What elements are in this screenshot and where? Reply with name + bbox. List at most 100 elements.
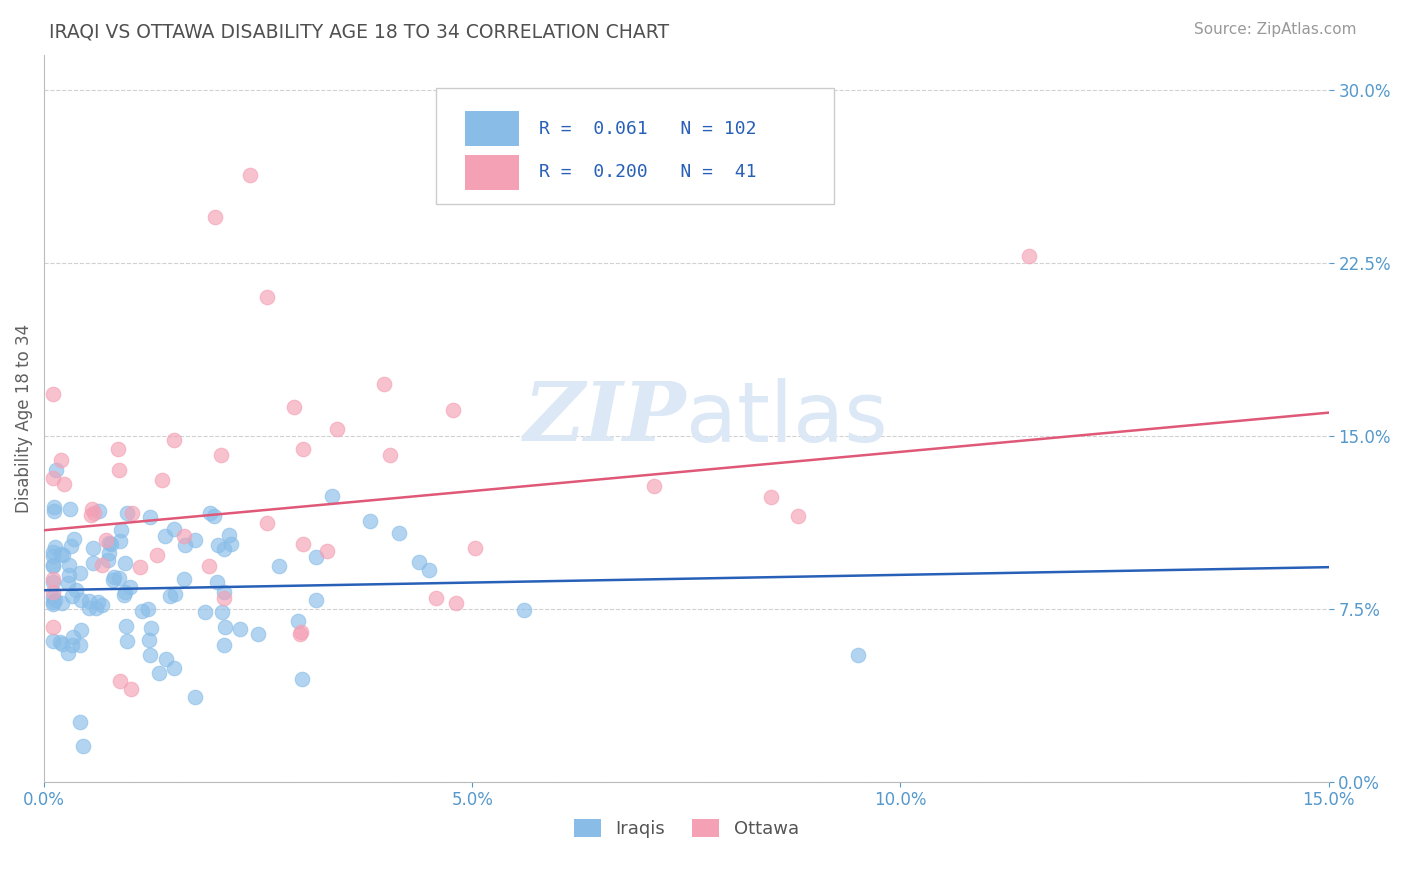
Point — [110, 534, 132, 549]
Point — [60, 589, 83, 603]
Point — [82, 557, 104, 571]
Point — [56, 576, 79, 591]
Point — [163, 433, 186, 447]
Point — [163, 522, 186, 536]
Point — [325, 422, 347, 436]
Point — [69, 715, 91, 730]
Point — [114, 585, 136, 599]
Point — [359, 514, 381, 528]
Point — [41, 590, 63, 604]
Point — [107, 442, 129, 456]
Point — [112, 589, 135, 603]
Point — [80, 508, 103, 522]
Point — [69, 566, 91, 580]
Point — [52, 549, 75, 563]
Point — [786, 509, 808, 524]
Point — [115, 633, 138, 648]
Point — [118, 580, 141, 594]
Point — [69, 624, 91, 638]
Point — [42, 585, 65, 599]
Point — [759, 491, 782, 505]
Point — [138, 648, 160, 663]
Point — [65, 582, 87, 597]
Point — [60, 638, 83, 652]
Point — [98, 536, 121, 550]
Point — [115, 619, 138, 633]
Point — [214, 584, 236, 599]
Text: R =  0.061   N = 102: R = 0.061 N = 102 — [538, 120, 756, 137]
Point — [290, 624, 312, 639]
Point — [292, 442, 315, 456]
Point — [153, 529, 176, 543]
Point — [41, 620, 63, 634]
Point — [41, 386, 63, 401]
Point — [69, 638, 91, 652]
Point — [41, 545, 63, 559]
Point — [212, 591, 235, 605]
Point — [269, 559, 291, 574]
Point — [229, 622, 252, 636]
Point — [129, 559, 152, 574]
Point — [150, 473, 173, 487]
Point — [87, 504, 110, 518]
Point — [184, 690, 207, 704]
Point — [120, 682, 142, 697]
Point — [41, 594, 63, 608]
Point — [103, 570, 125, 584]
Point — [49, 453, 72, 467]
Point — [155, 652, 177, 666]
Point — [212, 542, 235, 557]
Point — [287, 614, 309, 628]
Point — [513, 603, 536, 617]
Point — [97, 553, 120, 567]
Point — [207, 538, 229, 552]
Point — [146, 548, 169, 562]
Point — [173, 572, 195, 586]
Point — [321, 489, 343, 503]
Point — [44, 541, 66, 555]
Point — [58, 558, 80, 572]
Point — [446, 596, 468, 610]
Point — [51, 547, 73, 561]
Point — [418, 563, 440, 577]
Point — [846, 648, 869, 662]
Point — [441, 402, 464, 417]
Point — [41, 572, 63, 586]
Point — [291, 537, 314, 551]
Point — [63, 532, 86, 546]
Point — [110, 523, 132, 537]
Point — [205, 575, 228, 590]
Point — [159, 589, 181, 603]
Point — [139, 510, 162, 524]
Point — [464, 541, 486, 556]
Point — [41, 633, 63, 648]
Point — [52, 477, 75, 491]
Point — [90, 558, 112, 573]
Point — [80, 502, 103, 516]
Text: IRAQI VS OTTAWA DISABILITY AGE 18 TO 34 CORRELATION CHART: IRAQI VS OTTAWA DISABILITY AGE 18 TO 34 … — [49, 22, 669, 41]
Y-axis label: Disability Age 18 to 34: Disability Age 18 to 34 — [15, 324, 32, 513]
Point — [194, 605, 217, 619]
Point — [148, 666, 170, 681]
Point — [408, 555, 430, 569]
Point — [115, 507, 138, 521]
Point — [51, 596, 73, 610]
Point — [219, 537, 242, 551]
Text: atlas: atlas — [686, 378, 889, 458]
Point — [209, 448, 232, 462]
Point — [41, 575, 63, 590]
Point — [114, 556, 136, 570]
Point — [378, 448, 401, 462]
Point — [283, 400, 305, 414]
Text: ZIP: ZIP — [524, 378, 686, 458]
Point — [373, 376, 395, 391]
Point — [97, 546, 120, 560]
Point — [202, 509, 225, 524]
Text: R =  0.200   N =  41: R = 0.200 N = 41 — [538, 163, 756, 181]
Point — [56, 646, 79, 660]
Point — [62, 630, 84, 644]
Point — [211, 605, 233, 619]
Point — [94, 533, 117, 548]
Text: Source: ZipAtlas.com: Source: ZipAtlas.com — [1194, 22, 1357, 37]
Point — [165, 586, 187, 600]
